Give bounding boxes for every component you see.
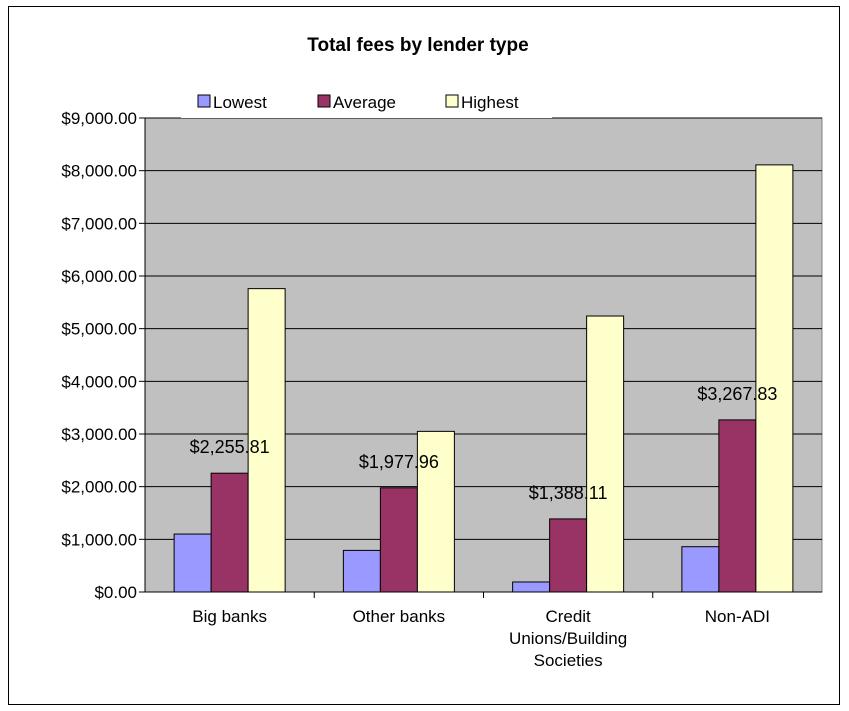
bar-lowest	[173, 533, 212, 593]
data-label: $1,977.96	[359, 452, 439, 472]
bar-highest	[755, 164, 794, 593]
x-category-label: Other banks	[353, 607, 446, 626]
bar-average	[379, 487, 418, 593]
legend-swatch-average	[317, 94, 331, 108]
x-category-labels: Big banks Other banks Credit Unions/Buildin…	[192, 607, 770, 670]
y-tick-label: $4,000.00	[61, 372, 137, 391]
legend-label-lowest: Lowest	[213, 93, 267, 112]
data-label: $3,267.83	[697, 384, 777, 404]
axes	[139, 117, 822, 598]
y-tick-label: $6,000.00	[61, 267, 137, 286]
bars	[173, 164, 794, 593]
y-tick-label: $9,000.00	[61, 109, 137, 128]
y-tick-label: $5,000.00	[61, 320, 137, 339]
bar-highest	[416, 430, 455, 593]
x-category-label: Credit Unions/Building Societies	[509, 607, 627, 670]
legend-swatch-highest	[445, 94, 459, 108]
data-labels: $2,255.81 $1,977.96 $1,388.11 $3,267.83	[190, 384, 778, 503]
y-tick-label: $2,000.00	[61, 478, 137, 497]
bar-average	[718, 419, 757, 593]
legend-label-highest: Highest	[461, 93, 519, 112]
y-tick-label: $3,000.00	[61, 425, 137, 444]
y-tick-label: $8,000.00	[61, 162, 137, 181]
data-label: $1,388.11	[529, 483, 608, 503]
bar-lowest	[342, 549, 381, 593]
data-label: $2,255.81	[190, 437, 270, 457]
bar-lowest	[512, 581, 551, 593]
bar-highest	[586, 315, 625, 593]
y-tick-label: $0.00	[94, 583, 137, 602]
legend: Lowest Average Highest	[181, 88, 552, 118]
bar-lowest	[681, 546, 720, 593]
x-category-label: Big banks	[192, 607, 267, 626]
legend-box	[181, 88, 552, 118]
y-tick-labels: $0.00 $1,000.00 $2,000.00 $3,000.00 $4,000.0…	[61, 109, 137, 602]
bar-average	[210, 472, 249, 593]
bar-average	[549, 518, 588, 593]
chart-title: Total fees by lender type	[307, 35, 528, 56]
y-tick-label: $1,000.00	[61, 530, 137, 549]
legend-swatch-lowest	[197, 94, 211, 108]
y-tick-label: $7,000.00	[61, 214, 137, 233]
x-category-label: Non-ADI	[705, 607, 770, 626]
legend-label-average: Average	[333, 93, 396, 112]
